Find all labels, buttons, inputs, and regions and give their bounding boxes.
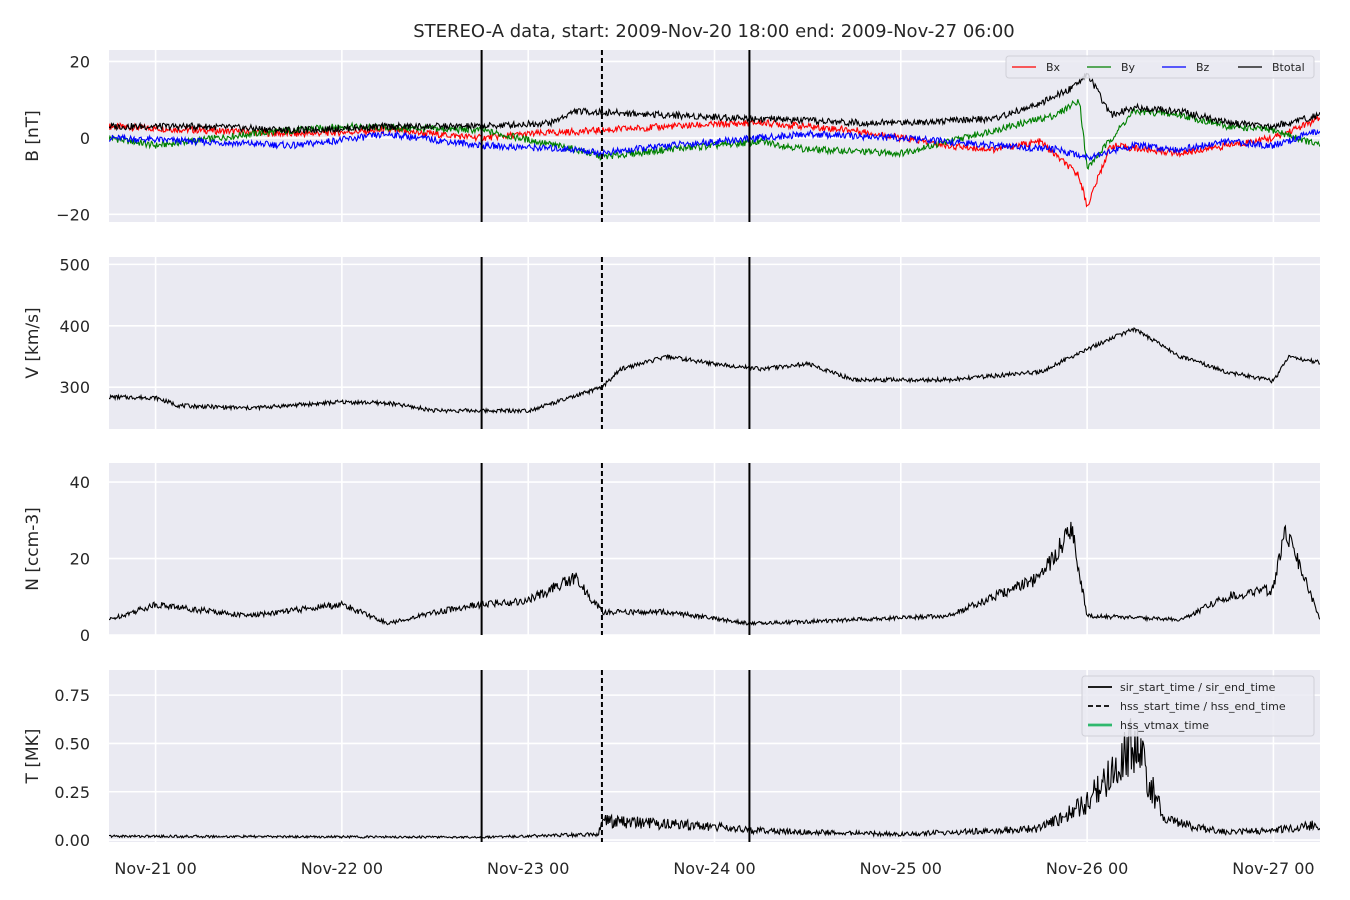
b-legend: Bx By Bz Btotal bbox=[1005, 55, 1315, 79]
series-group bbox=[109, 521, 1320, 627]
series-line-bx bbox=[109, 114, 1320, 208]
y-axis-label: V [km/s] bbox=[23, 307, 43, 378]
legend-frame bbox=[1005, 55, 1315, 79]
y-axis-label: B [nT] bbox=[23, 110, 43, 162]
panel-1: −20 0 20 B [nT] Bx By Bz Btotal bbox=[23, 50, 1320, 224]
legend-label: sir_start_time / sir_end_time bbox=[1120, 681, 1276, 694]
x-tick-label: Nov-27 00 bbox=[1232, 859, 1314, 878]
y-tick-label: −20 bbox=[56, 205, 90, 224]
x-tick-label: Nov-25 00 bbox=[860, 859, 942, 878]
y-axis-label: N [ccm-3] bbox=[23, 507, 43, 591]
x-tick-label: Nov-22 00 bbox=[301, 859, 383, 878]
x-tick-label: Nov-24 00 bbox=[673, 859, 755, 878]
series-line-bz bbox=[109, 128, 1320, 162]
legend-label: hss_start_time / hss_end_time bbox=[1120, 700, 1286, 713]
x-tick-label: Nov-21 00 bbox=[114, 859, 196, 878]
y-tick-label: 0.00 bbox=[54, 831, 90, 850]
y-tick-label: 300 bbox=[59, 378, 90, 397]
y-tick-label: 20 bbox=[70, 550, 90, 569]
y-axis-label: T [MK] bbox=[23, 729, 43, 785]
y-tick-label: 400 bbox=[59, 317, 90, 336]
series-group bbox=[109, 327, 1320, 415]
legend-label: hss_vtmax_time bbox=[1120, 719, 1209, 732]
panel-4: 0.00 0.25 0.50 0.75 T [MK] sir_start_time / s… bbox=[23, 670, 1320, 878]
y-tick-label: 20 bbox=[70, 52, 90, 71]
series-line-n bbox=[109, 521, 1320, 627]
panel-2: 300 400 500 V [km/s] bbox=[23, 255, 1320, 429]
x-tick-label: Nov-26 00 bbox=[1046, 859, 1128, 878]
legend-frame bbox=[1081, 675, 1315, 737]
y-tick-label: 0 bbox=[80, 129, 90, 148]
event-legend: sir_start_time / sir_end_time hss_start_t… bbox=[1081, 675, 1315, 737]
x-tick-label: Nov-23 00 bbox=[487, 859, 569, 878]
panel-3: 0 20 40 N [ccm-3] bbox=[23, 463, 1320, 645]
series-line-btotal bbox=[109, 72, 1320, 135]
legend-label-bx: Bx bbox=[1046, 61, 1061, 74]
y-tick-label: 0 bbox=[80, 626, 90, 645]
series-group bbox=[109, 718, 1320, 840]
series-line-v bbox=[109, 327, 1320, 415]
y-tick-label: 500 bbox=[59, 255, 90, 274]
legend-label-btotal: Btotal bbox=[1272, 61, 1305, 74]
legend-label-bz: Bz bbox=[1196, 61, 1210, 74]
y-tick-label: 0.50 bbox=[54, 734, 90, 753]
series-group bbox=[109, 72, 1320, 208]
legend-label-by: By bbox=[1121, 61, 1136, 74]
y-tick-label: 0.75 bbox=[54, 686, 90, 705]
series-line-t bbox=[109, 718, 1320, 840]
y-tick-label: 40 bbox=[70, 473, 90, 492]
y-tick-label: 0.25 bbox=[54, 783, 90, 802]
chart-title: STEREO-A data, start: 2009-Nov-20 18:00 … bbox=[413, 21, 1014, 42]
